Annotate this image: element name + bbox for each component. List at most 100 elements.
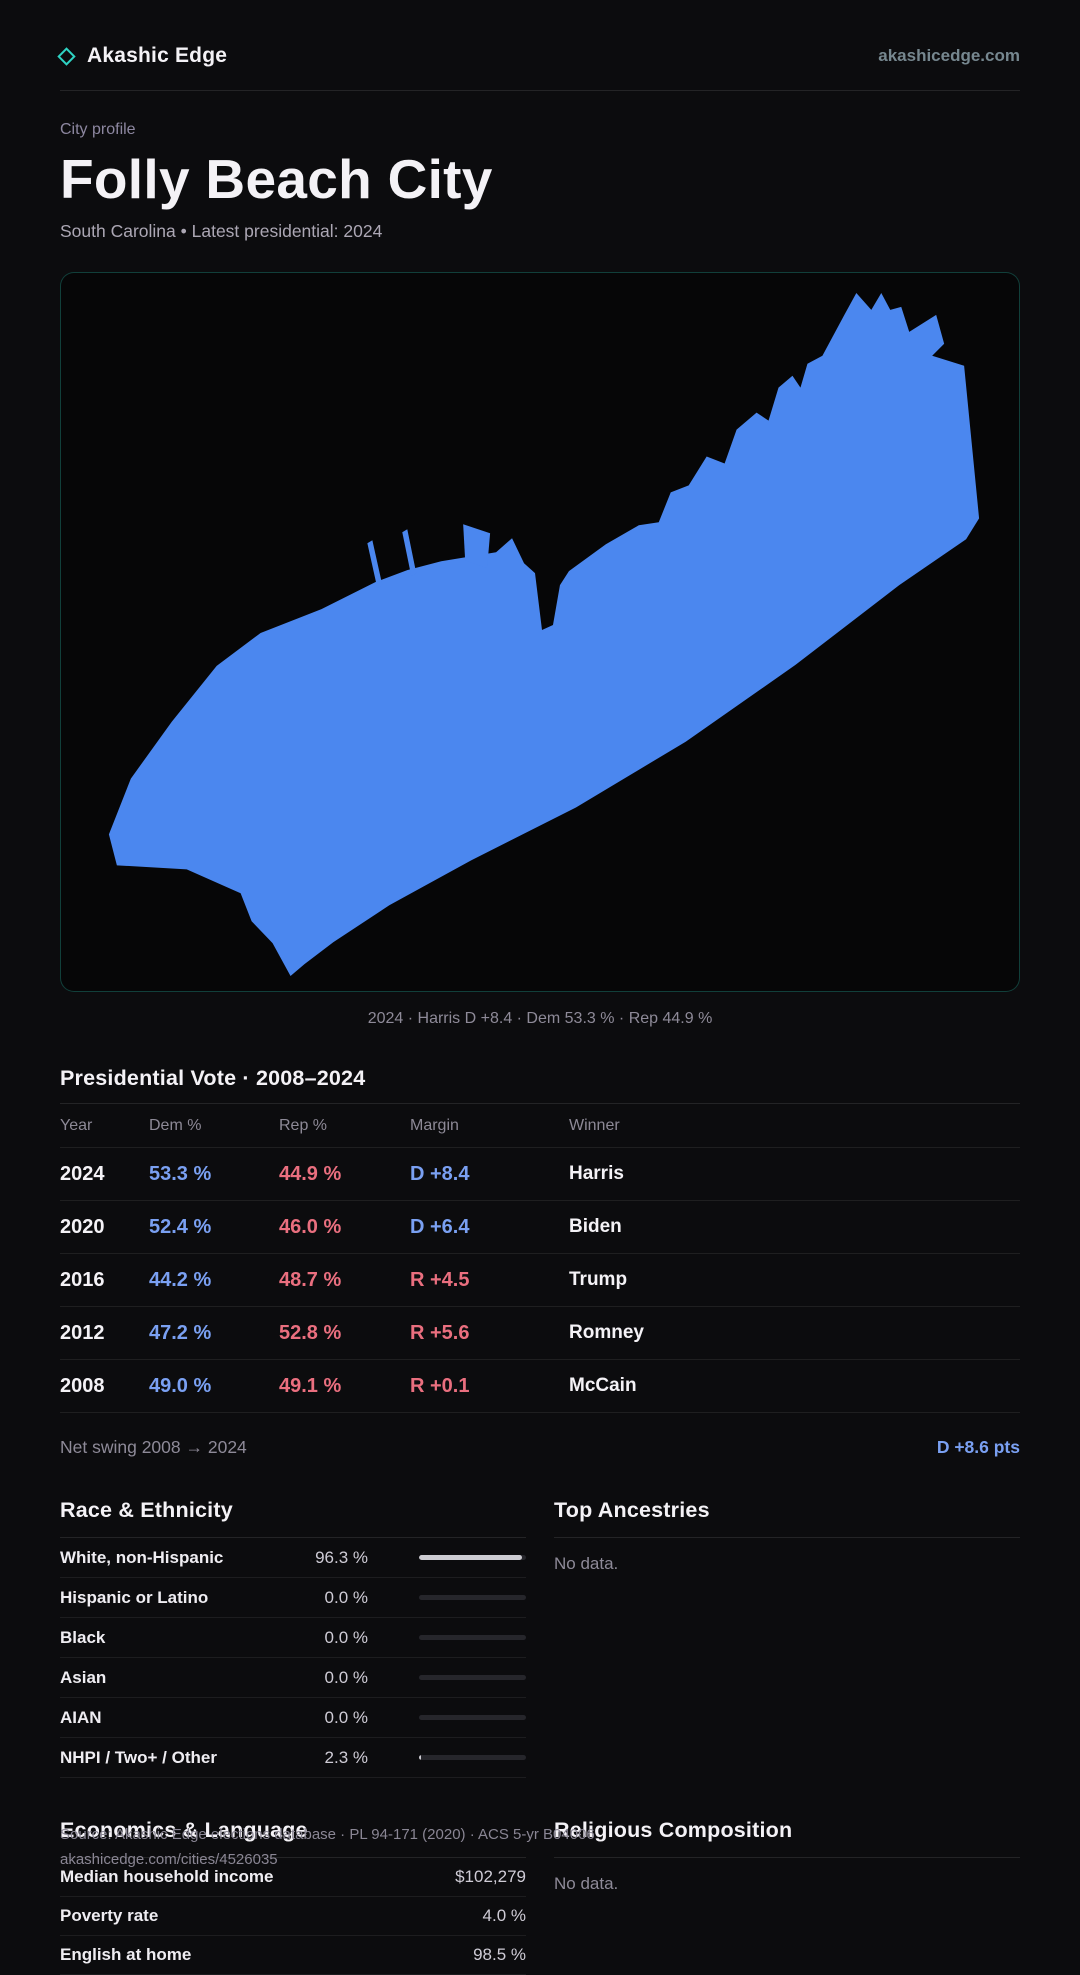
list-item: Asian 0.0 % (60, 1658, 526, 1698)
col-header-rep: Rep % (279, 1116, 328, 1134)
economics-section-title: Economics & Language (60, 1818, 308, 1842)
bar-track (419, 1555, 526, 1560)
site-header: Akashic Edge akashicedge.com (57, 0, 1020, 91)
cell-winner: McCain (569, 1375, 637, 1396)
list-item: AIAN 0.0 % (60, 1698, 526, 1738)
race-label: Black (60, 1627, 106, 1647)
table-row: 2008 49.0 % 49.1 % R +0.1 McCain (60, 1360, 1020, 1413)
cell-margin: D +8.4 (410, 1162, 470, 1185)
list-item: Median household income $102,279 (60, 1858, 526, 1897)
net-swing-label: Net swing 2008 → 2024 (60, 1437, 247, 1457)
brand-diamond-icon (57, 46, 76, 66)
ancestries-section: Top Ancestries No data. (554, 1498, 1020, 1778)
bar-track (419, 1755, 526, 1760)
cell-winner: Trump (569, 1269, 628, 1290)
religion-section: Religious Composition No data. (554, 1818, 1020, 1975)
cell-dem-pct: 52.4 % (149, 1215, 212, 1238)
econ-value: 98.5 % (473, 1945, 526, 1964)
brand-name: Akashic Edge (87, 44, 228, 67)
race-bar (368, 1555, 526, 1560)
race-label: White, non-Hispanic (60, 1547, 224, 1567)
source-line: Source: Akashic Edge elections database … (60, 1826, 595, 1843)
divider (554, 1857, 1020, 1858)
race-bar (368, 1755, 526, 1760)
page-subtitle: South Carolina • Latest presidential: 20… (60, 221, 383, 241)
net-swing-row: Net swing 2008 → 2024 D +8.6 pts (60, 1413, 1020, 1458)
cell-winner: Harris (569, 1163, 624, 1184)
race-value: 0.0 % (324, 1627, 368, 1647)
cell-year: 2016 (60, 1268, 105, 1291)
divider (60, 1857, 526, 1858)
brand: Akashic Edge (57, 44, 228, 68)
cell-dem-pct: 44.2 % (149, 1268, 212, 1291)
cell-winner: Romney (569, 1322, 644, 1343)
race-value: 0.0 % (324, 1667, 368, 1687)
city-boundary-shape (108, 292, 980, 977)
table-row: 2012 47.2 % 52.8 % R +5.6 Romney (60, 1307, 1020, 1360)
eyebrow-label: City profile (60, 121, 136, 138)
cell-rep-pct: 44.9 % (279, 1162, 342, 1185)
race-value: 0.0 % (324, 1587, 368, 1607)
race-section-title: Race & Ethnicity (60, 1498, 233, 1522)
list-item: Poverty rate 4.0 % (60, 1897, 526, 1936)
col-header-margin: Margin (410, 1116, 459, 1134)
bar-track (419, 1675, 526, 1680)
list-item: English at home 98.5 % (60, 1936, 526, 1975)
race-value: 2.3 % (324, 1747, 368, 1767)
race-value: 96.3 % (315, 1547, 368, 1567)
ancestries-section-title: Top Ancestries (554, 1498, 710, 1522)
brand-domain-link: akashicedge.com (878, 46, 1020, 65)
race-label: Asian (60, 1667, 107, 1687)
race-ethnicity-section: Race & Ethnicity White, non-Hispanic 96.… (60, 1498, 526, 1778)
list-item: Black 0.0 % (60, 1618, 526, 1658)
table-row: 2020 52.4 % 46.0 % D +6.4 Biden (60, 1201, 1020, 1254)
cell-year: 2020 (60, 1215, 105, 1238)
map-caption: 2024 · Harris D +8.4 · Dem 53.3 % · Rep … (367, 1010, 713, 1027)
cell-year: 2024 (60, 1162, 105, 1185)
race-bar (368, 1595, 526, 1600)
col-header-year: Year (60, 1116, 93, 1134)
cell-margin: R +0.1 (410, 1374, 470, 1397)
bar-fill (419, 1755, 422, 1760)
vote-section-title: Presidential Vote · 2008–2024 (60, 1066, 366, 1090)
religion-section-title: Religious Composition (554, 1818, 793, 1842)
econ-value: $102,279 (455, 1867, 526, 1886)
race-label: Hispanic or Latino (60, 1587, 209, 1607)
cell-year: 2008 (60, 1374, 105, 1397)
econ-label: Poverty rate (60, 1906, 159, 1925)
econ-label: English at home (60, 1945, 192, 1964)
list-item: White, non-Hispanic 96.3 % (60, 1538, 526, 1578)
econ-value: 4.0 % (482, 1906, 526, 1925)
divider (60, 1537, 526, 1538)
bar-track (419, 1635, 526, 1640)
cell-rep-pct: 46.0 % (279, 1215, 342, 1238)
stats-grid: Race & Ethnicity White, non-Hispanic 96.… (60, 1498, 1020, 1975)
race-label: NHPI / Two+ / Other (60, 1747, 217, 1767)
vote-table-header: Year Dem % Rep % Margin Winner (60, 1104, 1020, 1148)
cell-rep-pct: 48.7 % (279, 1268, 342, 1291)
city-boundary-fragment (402, 529, 417, 577)
page-title: Folly Beach City (60, 148, 493, 210)
cell-rep-pct: 49.1 % (279, 1374, 342, 1397)
col-header-dem: Dem % (149, 1116, 202, 1134)
cell-margin: R +4.5 (410, 1268, 470, 1291)
race-bar (368, 1715, 526, 1720)
race-bar (368, 1675, 526, 1680)
ancestries-empty-note: No data. (554, 1554, 619, 1573)
race-value: 0.0 % (324, 1707, 368, 1727)
list-item: NHPI / Two+ / Other 2.3 % (60, 1738, 526, 1778)
table-row: 2024 53.3 % 44.9 % D +8.4 Harris (60, 1148, 1020, 1201)
cell-winner: Biden (569, 1216, 622, 1237)
cell-dem-pct: 53.3 % (149, 1162, 212, 1185)
race-bar (368, 1635, 526, 1640)
city-map (108, 292, 980, 977)
religion-empty-note: No data. (554, 1874, 619, 1893)
vote-table: Year Dem % Rep % Margin Winner 2024 53.3… (60, 1103, 1020, 1413)
cell-year: 2012 (60, 1321, 105, 1344)
bar-track (419, 1595, 526, 1600)
bar-track (419, 1715, 526, 1720)
city-boundary-fragment (367, 540, 383, 589)
divider (554, 1537, 1020, 1538)
cell-margin: D +6.4 (410, 1215, 470, 1238)
